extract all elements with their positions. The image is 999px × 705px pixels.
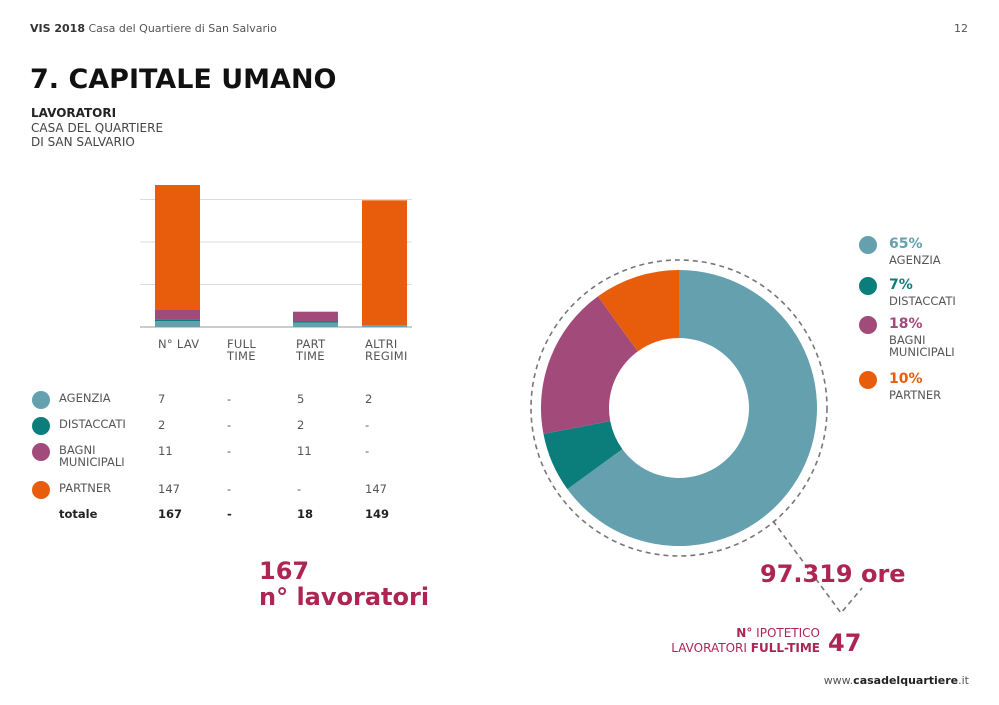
bar-segment — [155, 309, 200, 320]
bar-segment — [155, 185, 200, 310]
donut-slice — [543, 421, 623, 490]
table-cell: 11 — [158, 444, 173, 458]
legend-label: AGENZIA — [889, 253, 941, 267]
header-brand: VIS 2018 — [30, 22, 85, 35]
table-cell: 5 — [297, 392, 305, 406]
legend-label: DISTACCATI — [889, 294, 956, 308]
table-cell: 2 — [158, 418, 166, 432]
donut-slice — [597, 270, 679, 352]
fulltime-n: N° — [736, 626, 753, 640]
total-cell: 149 — [365, 507, 390, 521]
bar-segment — [155, 321, 200, 327]
row-swatch — [32, 481, 50, 499]
total-cell: 167 — [158, 507, 183, 521]
table-cell: - — [365, 418, 370, 432]
row-label: DISTACCATI — [59, 417, 126, 431]
row-label: PARTNER — [59, 481, 112, 495]
table-cell: 147 — [365, 482, 387, 496]
total-callout: 167 n° lavoratori — [259, 558, 429, 611]
table-cell: 2 — [297, 418, 305, 432]
table-cell: 7 — [158, 392, 166, 406]
legend-swatch — [859, 277, 877, 295]
fulltime-label: N° IPOTETICO LAVORATORI FULL-TIME — [671, 626, 820, 656]
legend-swatch — [859, 236, 877, 254]
legend-value: 7% — [889, 277, 913, 293]
legend-label: PARTNER — [889, 388, 942, 402]
page-number: 12 — [954, 22, 968, 35]
row-label: AGENZIA — [59, 391, 111, 405]
total-number: 167 — [259, 557, 310, 585]
donut-slice — [567, 270, 817, 546]
legend-swatch — [859, 371, 877, 389]
footer: www.casadelquartiere.it — [824, 674, 969, 687]
total-cell: 18 — [297, 507, 314, 521]
x-tick-label: N° LAV — [158, 337, 200, 351]
bar-segment — [362, 325, 407, 327]
dashed-ring — [530, 259, 828, 557]
header: VIS 2018 Casa del Quartiere di San Salva… — [30, 22, 277, 35]
total-label: totale — [59, 507, 98, 521]
footer-prefix: www. — [823, 674, 854, 687]
legend-swatch — [859, 316, 877, 334]
legend-value: 10% — [889, 371, 923, 387]
table-cell: - — [227, 482, 232, 496]
legend-label: BAGNI MUNICIPALI — [889, 333, 955, 360]
x-tick-label: FULL TIME — [227, 337, 257, 364]
bar-segment — [293, 321, 338, 323]
fulltime-lavoratori: LAVORATORI — [671, 641, 747, 655]
table-cell: - — [227, 392, 232, 406]
bar-segment — [293, 311, 338, 322]
hours: 97.319 ore — [760, 560, 906, 588]
bar-segment — [293, 322, 338, 327]
table-cell: 2 — [365, 392, 373, 406]
legend-value: 65% — [889, 236, 923, 252]
page-title: 7. CAPITALE UMANO — [30, 64, 337, 95]
footer-site: casadelquartiere — [853, 674, 959, 687]
legend-value: 18% — [889, 316, 923, 332]
row-label: BAGNI MUNICIPALI — [59, 443, 125, 470]
header-subtitle: Casa del Quartiere di San Salvario — [88, 22, 277, 35]
row-swatch — [32, 417, 50, 435]
table-cell: - — [227, 418, 232, 432]
total-cell: - — [227, 507, 232, 521]
section-subheading: CASA DEL QUARTIERE DI SAN SALVARIO — [31, 121, 164, 150]
table-cell: 147 — [158, 482, 180, 496]
row-swatch — [32, 391, 50, 409]
table-cell: - — [365, 444, 370, 458]
table-cell: - — [297, 482, 302, 496]
bar-segment — [155, 319, 200, 322]
donut-slice — [541, 296, 638, 434]
table-cell: - — [227, 444, 232, 458]
bar-segment — [362, 200, 407, 326]
section-heading: LAVORATORI — [31, 106, 117, 120]
total-text: n° lavoratori — [259, 583, 430, 612]
callout-chevron — [772, 520, 863, 615]
fulltime-ipotetico: IPOTETICO — [756, 626, 820, 640]
footer-suffix: .it — [958, 674, 969, 687]
x-tick-label: ALTRI REGIMI — [365, 337, 408, 364]
row-swatch — [32, 443, 50, 461]
x-tick-label: PART TIME — [296, 337, 326, 364]
fulltime-ft: FULL-TIME — [750, 641, 820, 655]
fulltime-value: 47 — [828, 629, 862, 657]
table-cell: 11 — [297, 444, 312, 458]
